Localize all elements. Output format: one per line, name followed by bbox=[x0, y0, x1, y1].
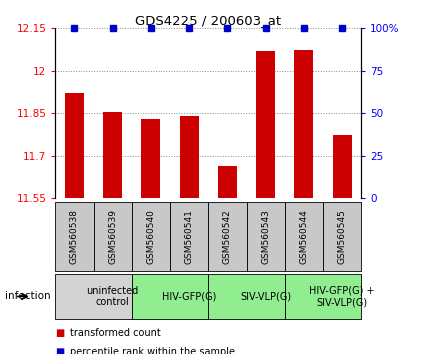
Bar bbox=[285, 274, 361, 319]
Bar bbox=[55, 202, 94, 271]
Text: GSM560539: GSM560539 bbox=[108, 209, 117, 264]
Bar bbox=[65, 93, 84, 198]
Bar bbox=[170, 202, 208, 271]
Bar bbox=[294, 50, 313, 198]
Text: infection: infection bbox=[6, 291, 51, 302]
Text: GSM560538: GSM560538 bbox=[70, 209, 79, 264]
Text: GSM560542: GSM560542 bbox=[223, 209, 232, 264]
Bar bbox=[55, 274, 132, 319]
Bar bbox=[132, 202, 170, 271]
Bar bbox=[208, 202, 246, 271]
Text: GSM560544: GSM560544 bbox=[299, 209, 309, 264]
Bar bbox=[323, 202, 361, 271]
Bar bbox=[141, 119, 160, 198]
Bar bbox=[332, 135, 351, 198]
Text: SIV-VLP(G): SIV-VLP(G) bbox=[240, 291, 291, 302]
Bar bbox=[208, 274, 285, 319]
Bar bbox=[179, 116, 198, 198]
Bar bbox=[94, 202, 132, 271]
Bar bbox=[246, 202, 285, 271]
Text: HIV-GFP(G) +
SIV-VLP(G): HIV-GFP(G) + SIV-VLP(G) bbox=[309, 286, 375, 307]
Text: transformed count: transformed count bbox=[70, 328, 161, 338]
Text: ■: ■ bbox=[55, 328, 65, 338]
Bar bbox=[103, 112, 122, 198]
Text: GSM560541: GSM560541 bbox=[184, 209, 194, 264]
Text: GSM560540: GSM560540 bbox=[146, 209, 156, 264]
Text: ■: ■ bbox=[55, 347, 65, 354]
Bar bbox=[285, 202, 323, 271]
Text: GSM560545: GSM560545 bbox=[337, 209, 347, 264]
Text: percentile rank within the sample: percentile rank within the sample bbox=[70, 347, 235, 354]
Text: HIV-GFP(G): HIV-GFP(G) bbox=[162, 291, 216, 302]
Title: GDS4225 / 200603_at: GDS4225 / 200603_at bbox=[135, 14, 281, 27]
Bar bbox=[256, 51, 275, 198]
Bar bbox=[132, 274, 208, 319]
Text: uninfected
control: uninfected control bbox=[87, 286, 139, 307]
Bar bbox=[218, 166, 237, 198]
Text: GSM560543: GSM560543 bbox=[261, 209, 270, 264]
